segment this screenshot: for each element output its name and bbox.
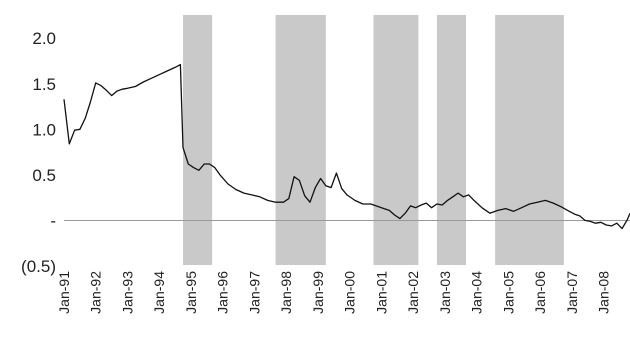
- y-tick-label-1: 2.0: [32, 29, 56, 48]
- x-tick-label-5: Jan-95: [183, 271, 199, 314]
- y-tick-label-6: (0.5): [21, 257, 56, 276]
- x-tick-label-9: Jan-99: [310, 271, 326, 314]
- x-tick-label-2: Jan-92: [88, 271, 104, 314]
- y-tick-label-4: 0.5: [32, 166, 56, 185]
- y-tick-label-2: 1.5: [32, 75, 56, 94]
- shaded-periods: [183, 15, 564, 265]
- shaded-period-5: [495, 15, 564, 265]
- x-tick-label-8: Jan-98: [278, 271, 294, 314]
- shaded-period-1: [183, 15, 213, 265]
- shaded-period-2: [275, 15, 326, 265]
- x-tick-label-1: Jan-91: [56, 271, 72, 314]
- y-tick-label-5: -: [50, 211, 56, 230]
- x-tick-label-16: Jan-06: [532, 271, 548, 314]
- x-tick-label-7: Jan-97: [246, 271, 262, 314]
- x-tick-label-12: Jan-02: [405, 271, 421, 314]
- series-group: [63, 63, 630, 230]
- x-tick-label-17: Jan-07: [564, 271, 580, 314]
- x-tick-label-3: Jan-93: [119, 271, 135, 314]
- x-tick-label-4: Jan-94: [151, 271, 167, 314]
- x-tick-label-14: Jan-04: [469, 271, 485, 314]
- x-tick-label-15: Jan-05: [500, 271, 516, 314]
- x-tick-label-11: Jan-01: [373, 271, 389, 314]
- shaded-period-4: [436, 15, 467, 265]
- y-axis: 2.0 1.5 1.0 0.5 - (0.5): [21, 29, 56, 276]
- x-tick-label-6: Jan-96: [215, 271, 231, 314]
- series-line-1: [63, 63, 630, 230]
- x-tick-label-10: Jan-00: [342, 271, 358, 314]
- y-tick-label-3: 1.0: [32, 120, 56, 139]
- shaded-period-3: [373, 15, 419, 265]
- x-tick-label-13: Jan-03: [437, 271, 453, 314]
- x-axis: Jan-91 Jan-92 Jan-93 Jan-94 Jan-95 Jan-96 Jan-…: [56, 271, 612, 314]
- x-tick-label-18: Jan-08: [596, 271, 612, 314]
